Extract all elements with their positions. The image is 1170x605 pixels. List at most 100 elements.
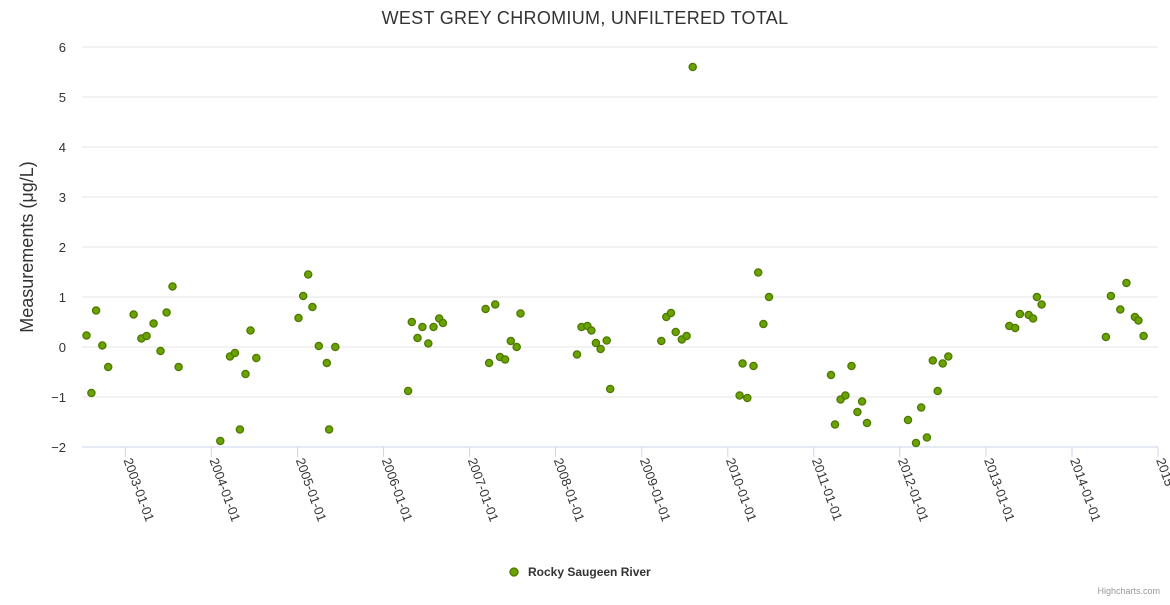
data-point[interactable] [1139,331,1148,341]
data-point[interactable] [252,353,261,363]
y-axis-title: Measurements (μg/L) [17,161,37,332]
legend-item-label[interactable]: Rocky Saugeen River [528,565,651,579]
data-point[interactable] [911,438,921,448]
data-point[interactable] [418,322,427,332]
data-point[interactable] [174,362,183,372]
data-point[interactable] [216,436,225,446]
data-point[interactable] [512,342,521,352]
data-point[interactable] [853,407,862,417]
data-point[interactable] [922,433,932,442]
data-point[interactable] [424,339,433,348]
data-point[interactable] [429,322,438,332]
data-point[interactable] [407,317,417,327]
data-point[interactable] [743,393,752,403]
chart-title: WEST GREY CHROMIUM, UNFILTERED TOTAL [382,8,789,28]
data-point[interactable] [602,336,611,345]
data-point[interactable] [82,331,91,340]
data-point[interactable] [87,388,96,398]
data-point[interactable] [666,308,676,318]
data-point[interactable] [103,362,113,372]
data-point[interactable] [481,304,490,314]
data-point[interactable] [1106,291,1116,301]
data-point[interactable] [156,346,165,356]
data-point[interactable] [933,386,942,396]
data-point[interactable] [944,352,953,361]
data-point[interactable] [438,318,448,328]
data-point[interactable] [91,306,101,315]
data-point[interactable] [142,331,151,341]
data-point[interactable] [572,350,582,359]
data-point[interactable] [738,359,747,368]
data-point[interactable] [928,356,938,365]
data-point[interactable] [605,384,615,394]
data-point[interactable] [1037,300,1046,309]
data-point[interactable] [826,370,836,380]
data-point[interactable] [1028,314,1038,323]
data-point[interactable] [324,425,334,434]
series-rocky-saugeen-river[interactable] [82,62,1148,448]
data-point[interactable] [657,336,666,346]
legend[interactable]: Rocky Saugeen River [509,565,651,579]
data-point[interactable] [759,319,768,329]
data-point[interactable] [1134,316,1143,325]
data-point[interactable] [749,361,758,371]
data-point[interactable] [230,348,240,358]
data-point[interactable] [753,268,763,277]
data-point[interactable] [764,292,774,302]
data-point[interactable] [403,386,413,396]
data-point[interactable] [916,403,926,412]
data-point[interactable] [413,333,422,343]
data-point[interactable] [490,300,500,309]
data-point[interactable] [688,62,697,72]
data-point[interactable] [1032,292,1042,302]
x-tick-label: 2005-01-01 [293,456,330,524]
data-point[interactable] [500,355,510,364]
data-point[interactable] [903,415,913,425]
data-point[interactable] [129,310,138,319]
data-point[interactable] [587,326,596,335]
data-point[interactable] [298,291,308,301]
data-point[interactable] [149,319,158,328]
grid-layer [82,46,1158,398]
x-axis: 2003-01-01 2004-01-01 2005-01-01 2006-01-01… [121,447,1170,524]
credits-link[interactable]: Highcharts.com [1097,586,1160,596]
data-point[interactable] [235,425,245,434]
x-tick-label: 2009-01-01 [637,456,674,524]
x-tick-label: 2015 [1153,456,1170,488]
data-point[interactable] [862,418,872,428]
x-tick-label: 2007-01-01 [465,456,502,524]
data-point[interactable] [1101,332,1111,342]
data-point[interactable] [98,341,107,350]
data-point[interactable] [294,313,303,323]
data-point[interactable] [841,391,850,400]
data-point[interactable] [1122,278,1131,288]
data-point[interactable] [591,338,601,348]
data-point[interactable] [241,369,250,379]
data-point[interactable] [322,358,332,368]
data-point[interactable] [162,308,171,317]
data-point[interactable] [484,358,494,368]
data-point[interactable] [830,420,840,429]
data-point[interactable] [331,342,340,352]
data-point[interactable] [938,359,947,368]
data-point[interactable] [847,361,856,371]
data-point[interactable] [682,331,691,341]
data-point[interactable] [735,391,744,400]
data-point[interactable] [168,282,177,291]
data-point[interactable] [1015,309,1025,319]
data-point[interactable] [857,397,867,406]
y-tick-label: 4 [59,140,66,155]
data-point[interactable] [303,270,313,279]
data-point[interactable] [1116,305,1125,314]
data-point[interactable] [314,341,324,351]
data-point[interactable] [596,344,605,354]
data-point[interactable] [671,327,680,337]
data-point[interactable] [506,336,516,346]
y-tick-label: −1 [51,390,66,405]
data-point[interactable] [246,326,255,335]
y-axis: −2 −1 0 1 2 3 4 5 6 [51,40,66,455]
y-tick-label: 3 [59,190,66,205]
data-point[interactable] [1010,323,1020,333]
data-point[interactable] [308,302,317,312]
data-point[interactable] [516,309,525,318]
